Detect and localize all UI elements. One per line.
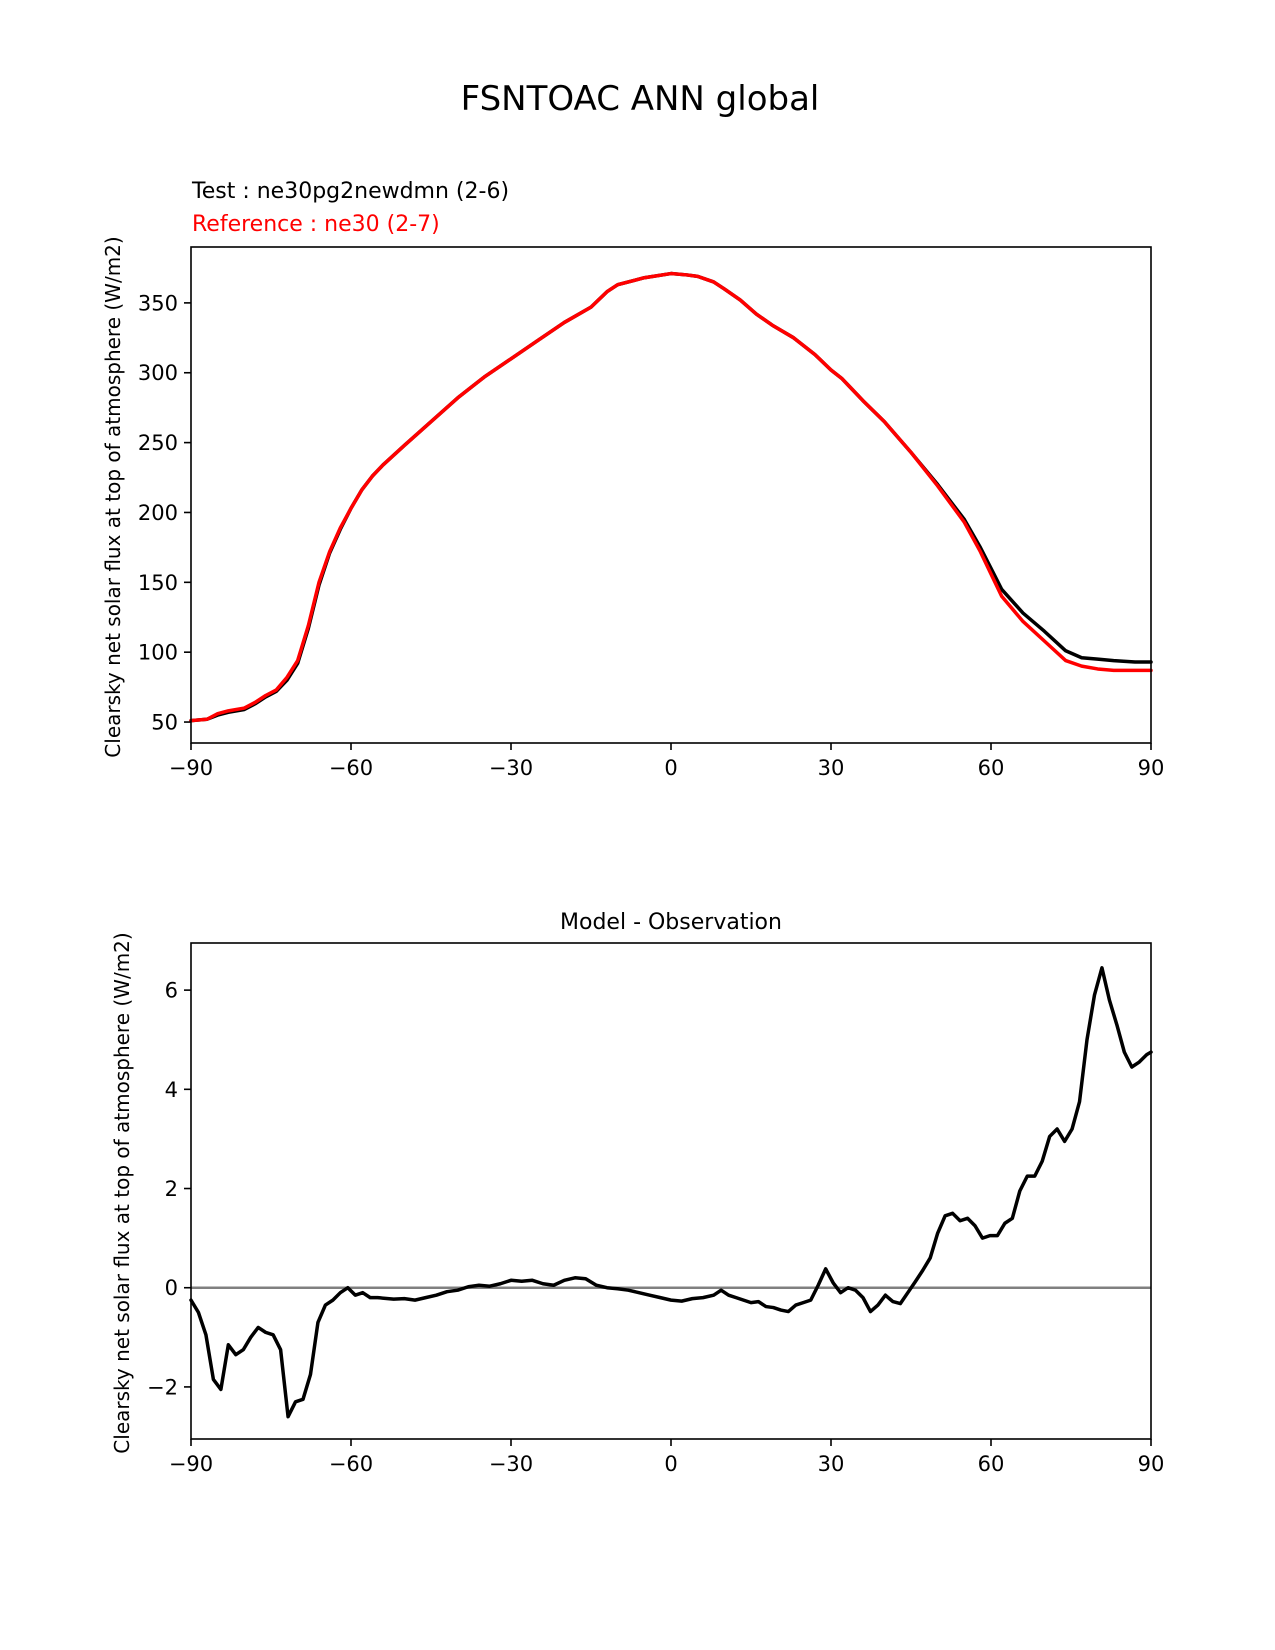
bottom-xtick-label: 60	[978, 1452, 1005, 1476]
bottom-xtick-label: −30	[489, 1452, 533, 1476]
top-ytick-label: 250	[138, 431, 178, 455]
top-ytick-label: 300	[138, 361, 178, 385]
top-xtick-label: 30	[818, 756, 845, 780]
top-chart-panel: Test : ne30pg2newdmn (2-6) Reference : n…	[101, 179, 1164, 780]
bottom-ytick-label: 2	[165, 1177, 178, 1201]
bottom-chart-title: Model - Observation	[560, 910, 782, 935]
top-xtick-label: 90	[1138, 756, 1165, 780]
figure-title: FSNTOAC ANN global	[461, 79, 820, 119]
top-xtick-label: −30	[489, 756, 533, 780]
top-series-line-1	[189, 271, 1153, 723]
bottom-ytick-label: 6	[165, 979, 178, 1003]
bottom-chart-panel: Model - Observation Clearsky net solar f…	[110, 910, 1164, 1476]
bottom-ytick-label: 0	[165, 1276, 178, 1300]
top-xtick-label: 60	[978, 756, 1005, 780]
test-label: Test : ne30pg2newdmn (2-6)	[191, 179, 509, 204]
bottom-ytick-label: −2	[147, 1375, 178, 1399]
bottom-chart-ylabel: Clearsky net solar flux at top of atmosp…	[110, 932, 134, 1453]
bottom-xtick-label: −90	[169, 1452, 213, 1476]
top-ytick-label: 100	[138, 641, 178, 665]
top-ytick-label: 350	[138, 291, 178, 315]
bottom-xtick-label: 0	[664, 1452, 677, 1476]
top-chart-ylabel: Clearsky net solar flux at top of atmosp…	[101, 236, 125, 757]
reference-label: Reference : ne30 (2-7)	[192, 212, 440, 237]
bottom-ytick-label: 4	[165, 1078, 178, 1102]
bottom-series-line-1	[189, 966, 1153, 1419]
top-ytick-label: 200	[138, 501, 178, 525]
top-axes-frame	[190, 246, 1152, 744]
bottom-xtick-label: 30	[818, 1452, 845, 1476]
bottom-axes-frame	[190, 942, 1152, 1440]
top-xtick-label: 0	[664, 756, 677, 780]
bottom-xtick-label: 90	[1138, 1452, 1165, 1476]
top-ytick-label: 50	[151, 711, 178, 735]
top-xtick-label: −90	[169, 756, 213, 780]
top-series-line-2	[189, 271, 1153, 723]
bottom-xtick-label: −60	[329, 1452, 373, 1476]
top-ytick-label: 150	[138, 571, 178, 595]
top-xtick-label: −60	[329, 756, 373, 780]
